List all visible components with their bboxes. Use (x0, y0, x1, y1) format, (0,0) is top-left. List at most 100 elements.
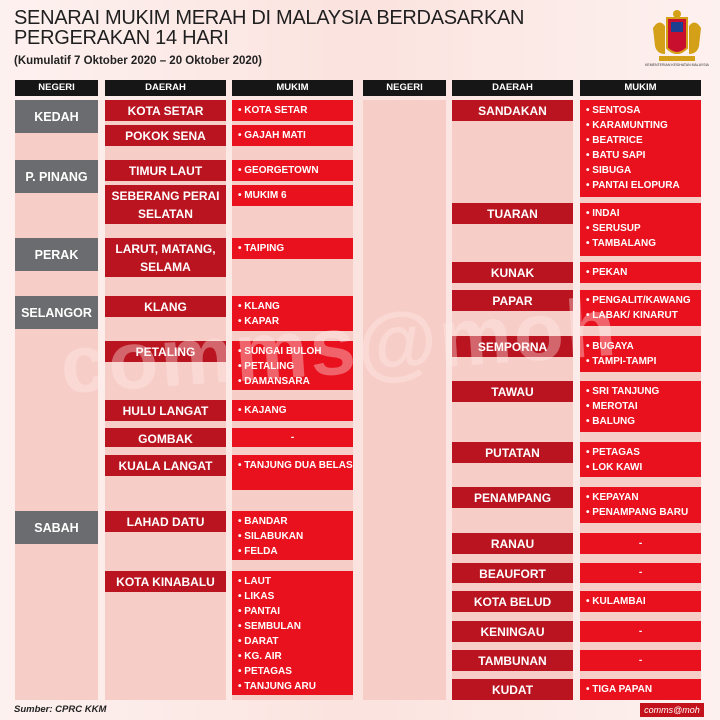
daerah-cell: KENINGAU (452, 621, 573, 642)
mukim-cell: - (580, 563, 701, 583)
mukim-cell: • PETAGAS • LOK KAWI (580, 442, 701, 477)
daerah-cell: KUDAT (452, 679, 573, 700)
mukim-name: PETALING (244, 361, 295, 372)
mukim-cell: • BANDAR • SILABUKAN • FELDA (232, 511, 353, 560)
bullet-icon: • (238, 531, 245, 542)
bullet-icon: • (586, 120, 593, 131)
mukim-name: GAJAH MATI (244, 130, 306, 141)
mukim-name: DARAT (244, 636, 279, 647)
bullet-icon: • (238, 576, 245, 587)
daerah-cell: PENAMPANG (452, 487, 573, 508)
bullet-icon: • (586, 223, 593, 234)
mukim-item: • SUNGAI BULOH (238, 344, 353, 359)
mukim-cell: • SENTOSA • KARAMUNTING • BEATRICE • BATU S… (580, 100, 701, 197)
mukim-cell: • LAUT • LIKAS • PANTAI • SEMBULAN • DARAT • … (232, 571, 353, 695)
mukim-item: • TAMPI-TAMPI (586, 354, 701, 369)
mukim-item: • TANJUNG DUA BELAS (238, 458, 353, 473)
daerah-cell: TUARAN (452, 203, 573, 224)
bullet-icon: • (586, 507, 593, 518)
bullet-icon: • (238, 190, 245, 201)
mukim-name: TAMPI-TAMPI (592, 356, 657, 367)
mukim-cell: - (580, 650, 701, 671)
daerah-cell: GOMBAK (105, 428, 226, 447)
mukim-name: PANTAI ELOPURA (592, 180, 680, 191)
bullet-icon: • (586, 208, 593, 219)
daerah-cell: TAWAU (452, 381, 573, 402)
header-negeri: NEGERI (15, 80, 98, 96)
mukim-name: PANTAI (244, 606, 281, 617)
daerah-cell: PAPAR (452, 290, 573, 311)
bullet-icon: • (238, 376, 245, 387)
mukim-name: BANDAR (244, 516, 288, 527)
mukim-item: • BATU SAPI (586, 148, 701, 163)
mukim-item: • SIBUGA (586, 163, 701, 178)
daerah-cell: SEMPORNA (452, 336, 573, 357)
mukim-name: LIKAS (244, 591, 275, 602)
bullet-icon: • (238, 606, 245, 617)
mukim-cell: • KOTA SETAR (232, 100, 353, 121)
mukim-cell: • TIGA PAPAN (580, 679, 701, 700)
mukim-item: • BUGAYA (586, 339, 701, 354)
daerah-cell: SANDAKAN (452, 100, 573, 121)
mukim-name: KLANG (244, 301, 280, 312)
bullet-icon: • (238, 316, 245, 327)
mukim-cell: • KEPAYAN • PENAMPANG BARU (580, 487, 701, 523)
mukim-item: • DAMANSARA (238, 374, 353, 389)
mukim-name: PETAGAS (592, 447, 640, 458)
mukim-name: KOTA SETAR (244, 105, 308, 116)
mukim-name: SIBUGA (592, 165, 632, 176)
mukim-item: • SEMBULAN (238, 619, 353, 634)
mukim-item: • KEPAYAN (586, 490, 701, 505)
negeri-cell: P. PINANG (15, 160, 98, 193)
mukim-item: • KAPAR (238, 314, 353, 329)
mukim-name: SUNGAI BULOH (244, 346, 322, 357)
mukim-cell: - (580, 621, 701, 642)
bullet-icon: • (586, 447, 593, 458)
mukim-item: - (232, 428, 353, 447)
bullet-icon: • (238, 346, 245, 357)
bullet-icon: • (238, 621, 245, 632)
bullet-icon: • (238, 361, 245, 372)
bullet-icon: • (586, 492, 593, 503)
mukim-name: BUGAYA (592, 341, 634, 352)
bullet-icon: • (586, 341, 593, 352)
mukim-name: BALUNG (592, 416, 636, 427)
header-daerah: DAERAH (105, 80, 226, 96)
mukim-name: DAMANSARA (244, 376, 310, 387)
mukim-item: • TAIPING (238, 241, 353, 256)
mukim-name: KAPAR (244, 316, 280, 327)
daerah-cell: KOTA KINABALU (105, 571, 226, 592)
bullet-icon: • (238, 165, 245, 176)
source-note: Sumber: CPRC KKM (14, 704, 107, 715)
daerah-cell: KLANG (105, 296, 226, 317)
mukim-cell: • MUKIM 6 (232, 185, 353, 206)
mukim-item: • PANTAI ELOPURA (586, 178, 701, 193)
bullet-icon: • (586, 105, 593, 116)
mukim-name: TAIPING (244, 243, 285, 254)
mukim-name: - (638, 626, 643, 637)
bullet-icon: • (238, 651, 245, 662)
mukim-name: TAMBALANG (592, 238, 656, 249)
mukim-name: KG. AIR (244, 651, 282, 662)
negeri-cell: KEDAH (15, 100, 98, 133)
mukim-name: LABAK/ KINARUT (592, 310, 678, 321)
mukim-cell: • INDAI • SERUSUP • TAMBALANG (580, 203, 701, 256)
mukim-item: • FELDA (238, 544, 353, 559)
mukim-name: SENTOSA (592, 105, 641, 116)
mukim-name: KEPAYAN (592, 492, 639, 503)
mukim-item: • PETALING (238, 359, 353, 374)
bullet-icon: • (238, 516, 245, 527)
mukim-name: SILABUKAN (244, 531, 304, 542)
mukim-item: • PETAGAS (238, 664, 353, 679)
mukim-item: • KLANG (238, 299, 353, 314)
mukim-name: FELDA (244, 546, 278, 557)
mukim-item: • PEKAN (586, 265, 701, 280)
mukim-item: • LAUT (238, 574, 353, 589)
bullet-icon: • (586, 165, 593, 176)
mukim-item: • LIKAS (238, 589, 353, 604)
mukim-item: • SENTOSA (586, 103, 701, 118)
mukim-item: • KG. AIR (238, 649, 353, 664)
mukim-item: • KARAMUNTING (586, 118, 701, 133)
mukim-item: • KULAMBAI (586, 594, 701, 609)
mukim-cell: • KLANG • KAPAR (232, 296, 353, 331)
